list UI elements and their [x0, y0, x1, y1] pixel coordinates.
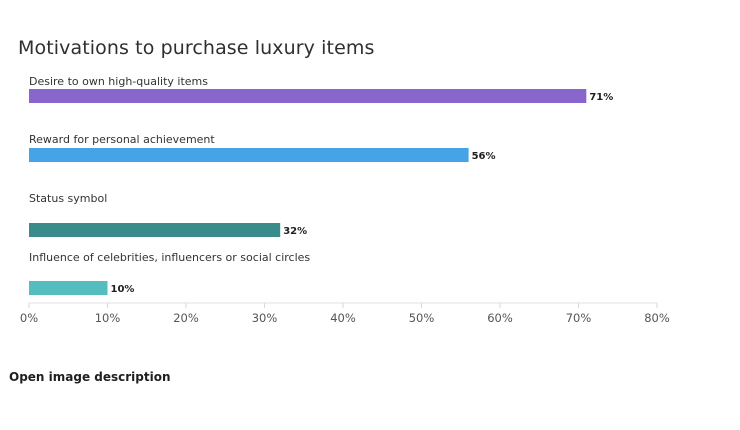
x-tick-label: 40% [330, 311, 356, 325]
bars-layer: Desire to own high-quality items 71% Rewar… [29, 75, 613, 295]
data-label: 10% [111, 284, 135, 295]
data-label: 71% [589, 92, 613, 103]
bar [29, 281, 108, 295]
x-tick-label: 10% [95, 311, 121, 325]
category-label: Status symbol [29, 192, 107, 205]
bar [29, 148, 469, 162]
data-label: 56% [472, 151, 496, 162]
x-axis-ticks: 0% 10% 20% 30% 40% 50% 60% 70% 80% [20, 303, 670, 325]
x-tick-label: 70% [566, 311, 592, 325]
open-image-description-link[interactable]: Open image description [9, 370, 171, 384]
x-tick-label: 80% [644, 311, 670, 325]
bar [29, 223, 281, 237]
chart-title: Motivations to purchase luxury items [18, 37, 375, 59]
category-label: Reward for personal achievement [29, 133, 215, 146]
x-tick-label: 0% [20, 311, 38, 325]
x-tick-label: 50% [409, 311, 435, 325]
category-label: Desire to own high-quality items [29, 75, 208, 88]
data-label: 32% [283, 226, 307, 237]
x-tick-label: 30% [252, 311, 278, 325]
x-tick-label: 60% [487, 311, 513, 325]
bar [29, 89, 587, 103]
x-tick-label: 20% [173, 311, 199, 325]
category-label: Influence of celebrities, influencers or… [29, 251, 310, 264]
